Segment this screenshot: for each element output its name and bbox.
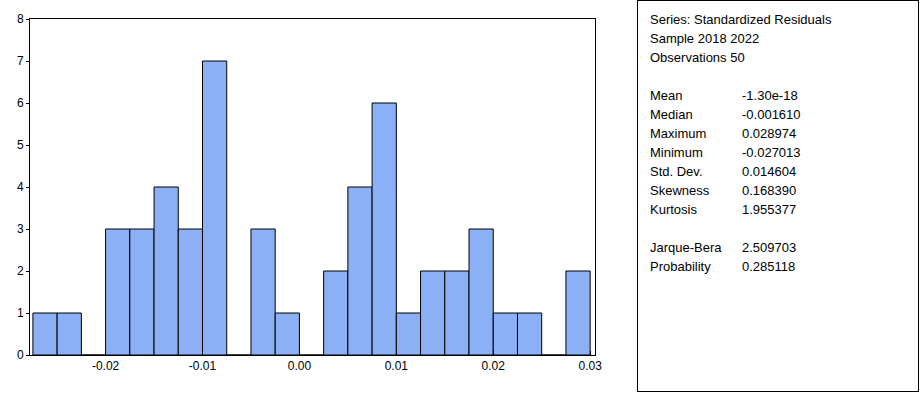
html-text:Probability: Probability bbox=[650, 259, 711, 274]
svg-text:-0.01: -0.01 bbox=[189, 359, 217, 373]
svg-text:1: 1 bbox=[17, 306, 24, 320]
svg-text:8: 8 bbox=[17, 12, 24, 26]
html-text:1.955377: 1.955377 bbox=[742, 202, 797, 217]
svg-text:0.01: 0.01 bbox=[385, 359, 409, 373]
html-text:0.285118: 0.285118 bbox=[742, 259, 796, 274]
html-text:Jarque-Bera: Jarque-Bera bbox=[650, 240, 722, 255]
html-text:Series: Standardized Residuals: Series: Standardized Residuals bbox=[650, 12, 832, 27]
html-text:-1.30e-18: -1.30e-18 bbox=[742, 88, 798, 103]
svg-text:0.03: 0.03 bbox=[578, 359, 602, 373]
svg-text:4: 4 bbox=[17, 180, 24, 194]
svg-text:-0.02: -0.02 bbox=[92, 359, 120, 373]
html-text:Sample 2018 2022: Sample 2018 2022 bbox=[650, 31, 760, 46]
html-text:0.014604: 0.014604 bbox=[742, 164, 797, 179]
html-text:2.509703: 2.509703 bbox=[742, 240, 797, 255]
html-text:0.028974: 0.028974 bbox=[742, 126, 797, 141]
html-text:Median: Median bbox=[650, 107, 693, 122]
html-text:Skewness: Skewness bbox=[650, 183, 710, 198]
html-text:Mean: Mean bbox=[650, 88, 683, 103]
html-text:Maximum: Maximum bbox=[650, 126, 707, 141]
svg-text:0.02: 0.02 bbox=[482, 359, 506, 373]
html-text:Observations 50: Observations 50 bbox=[650, 50, 745, 65]
svg-text:7: 7 bbox=[17, 54, 24, 68]
html-text:-0.027013: -0.027013 bbox=[742, 145, 801, 160]
html-text:0.168390: 0.168390 bbox=[742, 183, 797, 198]
svg-text:6: 6 bbox=[17, 96, 24, 110]
html-text:-0.001610: -0.001610 bbox=[742, 107, 801, 122]
svg-text:5: 5 bbox=[17, 138, 24, 152]
svg-text:0.00: 0.00 bbox=[288, 359, 312, 373]
svg-text:2: 2 bbox=[17, 264, 24, 278]
html-text:Kurtosis: Kurtosis bbox=[650, 202, 697, 217]
html-text:Minimum: Minimum bbox=[650, 145, 703, 160]
html-text:Std. Dev.: Std. Dev. bbox=[650, 164, 703, 179]
svg-text:0: 0 bbox=[17, 348, 24, 362]
svg-text:3: 3 bbox=[17, 222, 24, 236]
